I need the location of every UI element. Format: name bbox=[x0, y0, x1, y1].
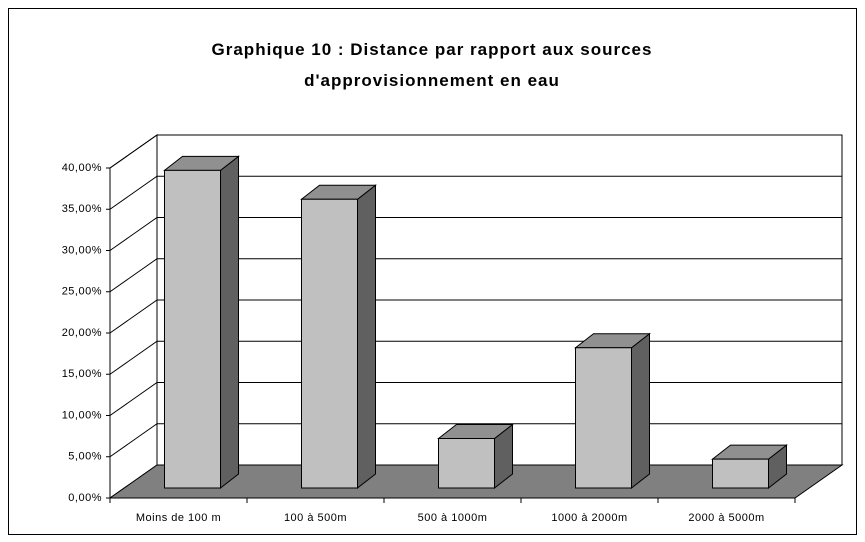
bar bbox=[301, 198, 358, 489]
bar-side bbox=[220, 155, 239, 490]
bar bbox=[575, 347, 632, 489]
chart-title: Graphique 10 : Distance par rapport aux … bbox=[211, 40, 653, 90]
y-tick-label: 10,00% bbox=[62, 409, 102, 421]
y-tick-label: 25,00% bbox=[62, 286, 102, 298]
y-tick-label: 30,00% bbox=[62, 244, 102, 256]
grid-line bbox=[109, 175, 842, 210]
y-tick-label: 15,00% bbox=[62, 368, 102, 380]
y-tick-label: 20,00% bbox=[62, 327, 102, 339]
grid-line bbox=[109, 217, 842, 251]
bar-side bbox=[631, 332, 650, 490]
bar bbox=[164, 169, 221, 489]
y-tick-label: 0,00% bbox=[68, 492, 102, 504]
x-tick-label: 100 à 500m bbox=[284, 512, 347, 524]
x-tick-label: 1000 à 2000m bbox=[551, 512, 627, 524]
y-tick-label: 35,00% bbox=[62, 203, 102, 215]
x-tick-label: 2000 à 5000m bbox=[688, 512, 764, 524]
bar bbox=[712, 458, 769, 489]
bar bbox=[438, 438, 495, 489]
grid-line bbox=[109, 134, 842, 169]
y-tick-label: 5,00% bbox=[68, 451, 102, 463]
x-tick-label: 500 à 1000m bbox=[418, 512, 488, 524]
bar-side bbox=[357, 184, 376, 490]
grid-line bbox=[109, 258, 842, 293]
y-tick-label: 40,00% bbox=[62, 162, 102, 174]
x-tick-label: Moins de 100 m bbox=[136, 512, 221, 524]
grid-line bbox=[109, 299, 842, 334]
